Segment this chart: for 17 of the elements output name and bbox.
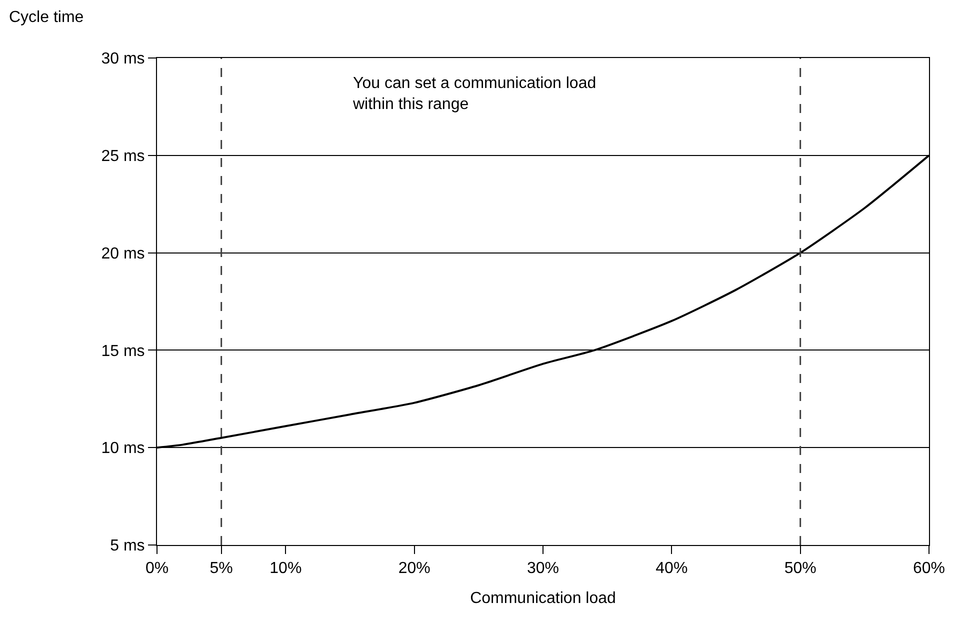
x-axis-title: Communication load [470,590,616,607]
x-tick-label: 10% [270,560,302,578]
y-axis-title: Cycle time [9,9,84,26]
annotation: You can set a communication load within this range [352,75,596,113]
y-tick-label: 10 ms [101,440,145,458]
y-tick-label: 15 ms [101,342,145,360]
y-tick-label: 20 ms [101,245,145,262]
x-tick-label: 30% [526,560,560,578]
x-tick-label: 0% [145,560,169,578]
y-tick-label: 5 ms [110,538,145,555]
x-tick-label: 50% [784,560,816,578]
y-tick-label: 30 ms [101,50,145,68]
x-tick-label: 5% [210,560,233,578]
x-tick-label: 40% [656,560,688,578]
x-tick-label: 60% [912,560,946,578]
x-tick-label: 20% [398,560,430,578]
y-tick-label: 25 ms [101,148,145,165]
